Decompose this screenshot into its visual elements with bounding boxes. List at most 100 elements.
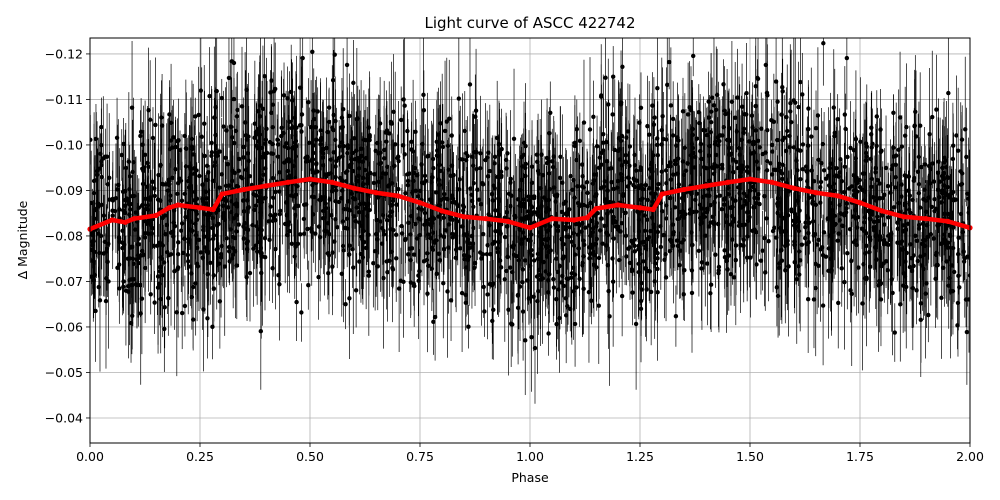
data-point — [867, 249, 872, 255]
data-point — [631, 176, 636, 181]
data-point — [163, 231, 168, 237]
data-point — [779, 258, 785, 263]
data-point — [155, 243, 160, 249]
data-point — [882, 192, 887, 197]
data-point — [190, 284, 196, 290]
data-point — [753, 84, 759, 89]
data-point — [241, 236, 246, 241]
data-point — [694, 136, 699, 141]
data-point — [219, 95, 224, 101]
data-point — [279, 125, 284, 131]
data-point — [746, 170, 751, 175]
data-point — [341, 248, 346, 253]
data-point — [508, 321, 514, 326]
data-point — [312, 116, 317, 122]
data-point — [165, 188, 171, 193]
data-point — [515, 305, 521, 311]
data-point — [419, 207, 425, 212]
data-point — [127, 174, 132, 179]
data-point — [786, 264, 791, 269]
data-point — [136, 236, 141, 241]
data-point — [90, 239, 95, 244]
data-point — [879, 213, 885, 218]
data-point — [324, 229, 330, 234]
data-point — [634, 168, 639, 173]
data-point — [782, 216, 787, 221]
data-point — [341, 143, 347, 149]
data-point — [639, 182, 644, 188]
data-point — [401, 97, 406, 102]
data-point — [598, 185, 604, 191]
data-point — [210, 324, 215, 330]
data-point — [758, 258, 764, 263]
data-point — [831, 105, 836, 110]
data-point — [409, 139, 414, 145]
data-point — [471, 204, 476, 209]
data-point — [239, 104, 245, 109]
data-point — [339, 140, 345, 145]
data-point — [941, 160, 947, 165]
data-point — [699, 156, 704, 162]
data-point — [855, 215, 861, 220]
data-point — [457, 187, 462, 192]
data-point — [789, 207, 794, 212]
data-point — [406, 252, 411, 257]
data-point — [845, 154, 850, 160]
data-point — [949, 210, 954, 215]
data-point — [744, 201, 749, 207]
data-point — [314, 161, 319, 167]
data-point — [916, 181, 922, 187]
data-point — [310, 157, 316, 162]
data-point — [286, 220, 292, 225]
data-point — [561, 283, 567, 289]
data-point — [563, 224, 569, 229]
data-point — [731, 275, 737, 280]
data-point — [619, 133, 625, 139]
data-point — [668, 103, 674, 108]
data-point — [656, 181, 661, 187]
data-point — [713, 139, 718, 144]
data-point — [93, 136, 99, 142]
data-point — [233, 128, 239, 134]
data-point — [615, 178, 621, 184]
data-point — [431, 230, 436, 235]
data-point — [637, 120, 642, 125]
data-point — [207, 211, 212, 216]
data-point — [907, 264, 913, 270]
data-point — [375, 195, 381, 200]
data-point — [92, 216, 97, 221]
data-point — [615, 185, 620, 190]
data-point — [825, 216, 830, 222]
data-point — [696, 109, 701, 115]
data-point — [857, 177, 862, 183]
data-point — [655, 250, 660, 256]
data-point — [313, 231, 318, 236]
data-point — [708, 129, 714, 135]
data-point — [796, 104, 801, 110]
data-point — [405, 182, 411, 188]
data-point — [457, 177, 462, 182]
data-point — [687, 105, 692, 110]
data-point — [816, 157, 821, 162]
data-point — [496, 141, 502, 147]
data-point — [724, 213, 730, 219]
data-point — [785, 242, 790, 247]
data-point — [294, 203, 299, 209]
data-point — [432, 314, 438, 320]
data-point — [747, 139, 752, 144]
data-point — [945, 175, 951, 180]
data-point — [921, 266, 926, 272]
data-point — [190, 152, 196, 157]
data-point — [756, 166, 761, 171]
data-point — [208, 260, 213, 265]
data-point — [517, 284, 523, 289]
data-point — [663, 168, 669, 173]
data-point — [408, 280, 414, 285]
data-point — [156, 172, 161, 178]
data-point — [964, 329, 970, 335]
data-point — [725, 267, 730, 272]
data-point — [161, 182, 167, 187]
data-point — [775, 99, 780, 104]
data-point — [218, 255, 224, 260]
data-point — [252, 135, 257, 140]
